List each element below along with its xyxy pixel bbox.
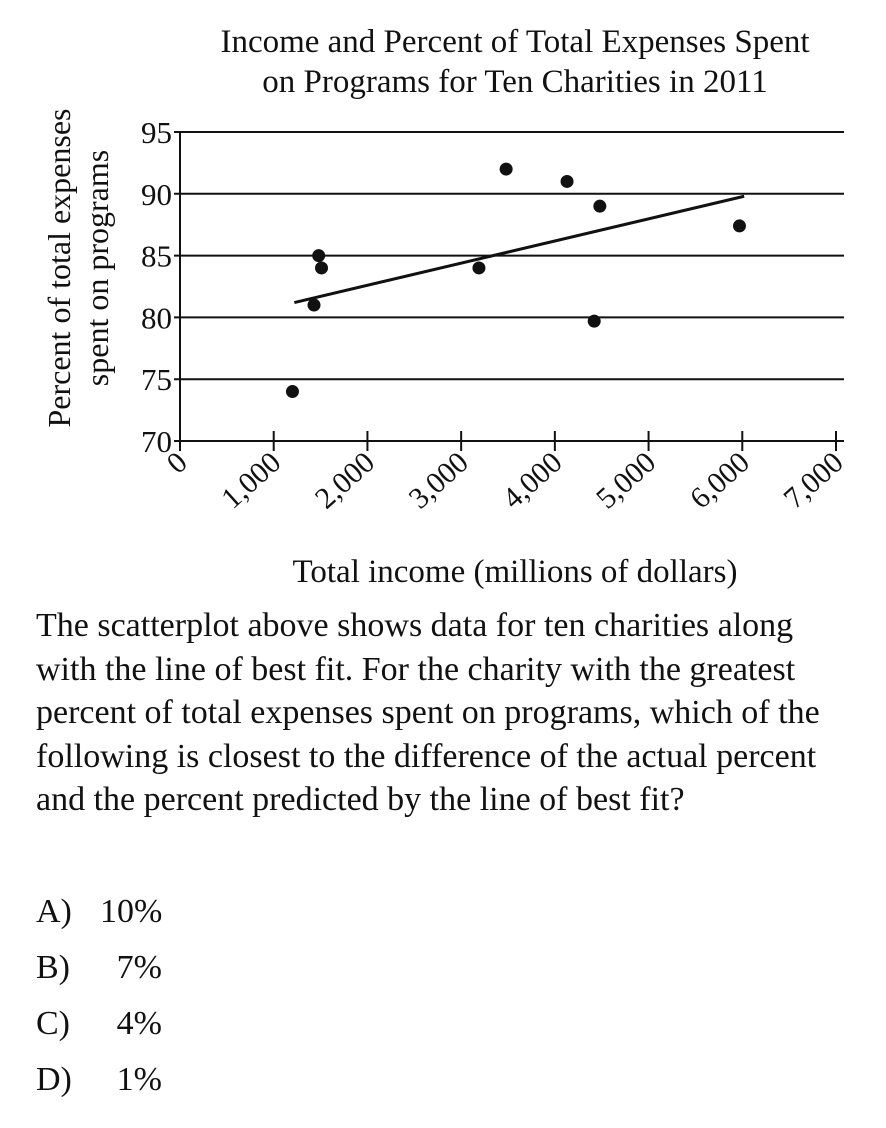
choice-letter: C) (36, 1005, 70, 1042)
x-tick-label: 6,000 (684, 446, 756, 516)
data-point (312, 249, 326, 263)
data-point (307, 298, 321, 312)
data-point (732, 219, 746, 233)
y-axis-label-line-1: Percent of total expenses (41, 109, 77, 428)
choice-value: 1% (116, 1061, 162, 1098)
y-tick-label: 90 (141, 177, 172, 212)
y-tick-label: 80 (141, 300, 172, 335)
choice-d[interactable]: D) 1% (36, 1052, 162, 1108)
x-tick-label: 5,000 (590, 446, 662, 516)
data-point (560, 174, 574, 188)
x-tick-label: 4,000 (496, 446, 568, 516)
choice-value: 10% (100, 893, 163, 930)
x-tick-label: 3,000 (403, 446, 475, 516)
best-fit-line (293, 194, 745, 305)
choice-letter: D) (36, 1061, 72, 1098)
data-point (285, 385, 299, 399)
data-point (587, 314, 601, 328)
y-tick-label: 85 (141, 239, 172, 274)
y-tick-label: 75 (141, 362, 172, 397)
choice-value: 4% (116, 1005, 162, 1042)
choice-c[interactable]: C) 4% (36, 996, 162, 1052)
question-text: The scatterplot above shows data for ten… (36, 607, 820, 818)
scatter-chart: Income and Percent of Total Expenses Spe… (41, 24, 850, 590)
x-tick-label: 0 (160, 446, 193, 481)
choice-value: 7% (116, 949, 162, 986)
answer-choices: A) 10% B) 7% C) 4% D) 1% (36, 884, 162, 1108)
chart-title-line-2: on Programs for Ten Charities in 2011 (262, 64, 767, 100)
data-point (593, 199, 607, 213)
x-tick-label: 2,000 (309, 446, 381, 516)
data-point (315, 261, 329, 275)
choice-a[interactable]: A) 10% (36, 884, 162, 940)
data-point (472, 261, 486, 275)
choice-b[interactable]: B) 7% (36, 940, 162, 996)
y-tick-label: 95 (141, 115, 172, 150)
chart-title-line-1: Income and Percent of Total Expenses Spe… (220, 24, 809, 60)
choice-letter: B) (36, 949, 70, 986)
y-tick-label: 70 (141, 424, 172, 459)
y-axis-label-line-2: spent on programs (79, 150, 115, 386)
x-tick-label: 1,000 (215, 446, 287, 516)
choice-letter: A) (36, 893, 72, 930)
data-point (499, 162, 513, 176)
x-axis-label: Total income (millions of dollars) (293, 554, 738, 590)
x-tick-label: 7,000 (777, 446, 849, 516)
